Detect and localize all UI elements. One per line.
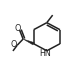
Text: O: O xyxy=(14,24,21,33)
Text: O: O xyxy=(11,40,17,49)
Text: HN: HN xyxy=(39,50,51,58)
Polygon shape xyxy=(23,39,34,45)
